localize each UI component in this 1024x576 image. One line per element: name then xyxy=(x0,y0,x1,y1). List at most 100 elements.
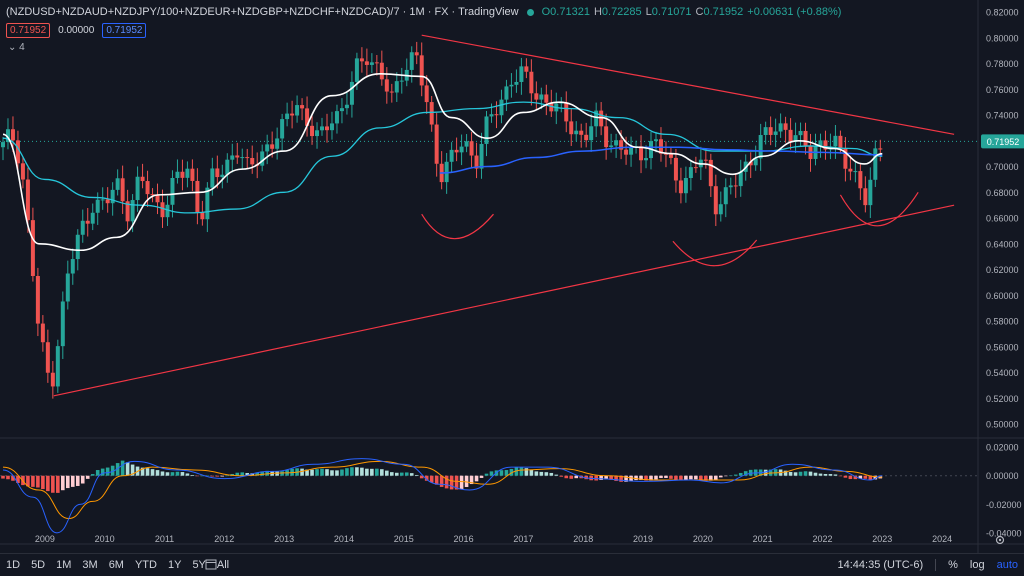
candle-body xyxy=(629,147,634,155)
range-5d[interactable]: 5D xyxy=(31,559,46,571)
macd-histogram-bar xyxy=(459,475,464,490)
candle-body xyxy=(599,110,604,127)
candle-body xyxy=(170,178,175,205)
candle-body xyxy=(265,144,270,152)
candle-body xyxy=(708,159,713,187)
macd-histogram-bar xyxy=(519,467,524,476)
candle-body xyxy=(5,129,10,143)
macd-line xyxy=(2,458,883,534)
macd-histogram-bar xyxy=(544,472,549,476)
candle-body xyxy=(798,130,803,136)
candle-body xyxy=(165,204,170,218)
macd-histogram-bar xyxy=(385,470,389,476)
candle-body xyxy=(359,58,364,62)
candle-body xyxy=(688,167,693,178)
candle-body xyxy=(773,131,778,135)
candle-body xyxy=(409,52,414,70)
time-tick-label: 2021 xyxy=(753,534,773,544)
macd-histogram-bar xyxy=(649,475,653,481)
macd-histogram-bar xyxy=(629,475,633,482)
macd-histogram-bar xyxy=(41,475,45,490)
log-toggle[interactable]: log xyxy=(969,559,985,571)
auto-toggle[interactable]: auto xyxy=(996,559,1018,571)
range-1m[interactable]: 1M xyxy=(56,559,72,571)
candle-body xyxy=(374,62,379,64)
candle-body xyxy=(60,301,65,347)
macd-histogram-bar xyxy=(170,472,175,476)
macd-histogram-bar xyxy=(604,475,608,480)
chart-legend: (NZDUSD+NZDAUD+NZDJPY/100+NZDEUR+NZDGBP+… xyxy=(6,6,841,18)
candle-body xyxy=(260,151,265,166)
candle-body xyxy=(175,171,180,179)
macd-histogram-bar xyxy=(689,475,693,480)
macd-histogram-bar xyxy=(195,475,200,477)
macd-histogram-bar xyxy=(803,471,808,476)
percent-toggle[interactable]: % xyxy=(948,559,958,571)
candle-body xyxy=(225,159,230,175)
time-tick-label: 2020 xyxy=(693,534,713,544)
macd-histogram-bar xyxy=(409,473,414,476)
bottom-toolbar: 1D 5D 1M 3M 6M YTD 1Y 5Y All 14:44:35 (UTC-6) % … xyxy=(0,553,1024,576)
macd-histogram-bar xyxy=(429,475,434,483)
candle-body xyxy=(858,171,863,189)
macd-histogram-bar xyxy=(350,467,354,476)
candle-body xyxy=(449,149,454,162)
time-tick-label: 2013 xyxy=(274,534,294,544)
collapsed-indicators-toggle[interactable]: ⌄ 4 xyxy=(8,42,25,53)
candle-body xyxy=(70,259,75,274)
candle-body xyxy=(195,180,200,213)
macd-histogram-bar xyxy=(280,471,284,476)
macd-histogram-bar xyxy=(714,475,718,480)
macd-histogram-bar xyxy=(748,469,753,476)
range-5y[interactable]: 5Y xyxy=(192,559,206,571)
candle-body xyxy=(758,135,763,159)
candle-body xyxy=(614,140,619,146)
candle-body xyxy=(185,168,190,178)
indicator-value-red: 0.71952 xyxy=(6,23,51,38)
candle-body xyxy=(584,134,589,141)
macd-histogram-bar xyxy=(200,475,205,477)
macd-histogram-bar xyxy=(404,472,409,476)
candle-body xyxy=(354,58,359,82)
pattern-arc xyxy=(839,191,919,227)
candle-body xyxy=(494,114,499,116)
candle-body xyxy=(295,105,300,116)
macd-histogram-bar xyxy=(763,469,768,476)
clock[interactable]: 14:44:35 (UTC-6) xyxy=(837,559,924,571)
macd-histogram-bar xyxy=(853,475,858,480)
macd-histogram-bar xyxy=(150,469,155,476)
range-1y[interactable]: 1Y xyxy=(167,559,182,571)
ma-blue-line xyxy=(439,146,883,174)
candle-body xyxy=(320,126,325,131)
candle-body xyxy=(683,177,688,194)
macd-histogram-bar xyxy=(145,468,150,476)
time-tick-label: 2018 xyxy=(573,534,593,544)
macd-histogram-bar xyxy=(479,475,484,478)
macd-histogram-bar xyxy=(434,475,439,485)
range-1d[interactable]: 1D xyxy=(6,559,21,571)
candle-body xyxy=(639,146,644,161)
collapsed-count: 4 xyxy=(19,42,25,53)
range-6m[interactable]: 6M xyxy=(108,559,124,571)
range-3m[interactable]: 3M xyxy=(82,559,98,571)
macd-histogram-bar xyxy=(504,470,509,476)
candle-body xyxy=(0,142,5,148)
macd-histogram-bar xyxy=(614,475,618,481)
range-ytd[interactable]: YTD xyxy=(134,559,157,571)
symbol-title[interactable]: (NZDUSD+NZDAUD+NZDJPY/100+NZDEUR+NZDGBP+… xyxy=(6,6,519,18)
price-tick-label: 0.78000 xyxy=(986,59,1019,69)
time-tick-label: 2009 xyxy=(35,534,55,544)
calendar-icon[interactable] xyxy=(205,558,217,570)
settings-icon[interactable] xyxy=(994,534,1006,546)
macd-histogram-bar xyxy=(709,475,713,481)
macd-histogram-bar xyxy=(788,471,793,476)
candle-body xyxy=(250,158,255,165)
macd-histogram-bar xyxy=(235,472,240,476)
macd-histogram-bar xyxy=(863,475,868,479)
range-all[interactable]: All xyxy=(216,559,230,571)
candle-body xyxy=(728,185,733,188)
candle-body xyxy=(270,144,275,149)
chart-canvas[interactable]: 0.820000.800000.780000.760000.740000.720… xyxy=(0,0,1024,553)
candle-body xyxy=(479,143,484,169)
candle-body xyxy=(140,176,145,182)
